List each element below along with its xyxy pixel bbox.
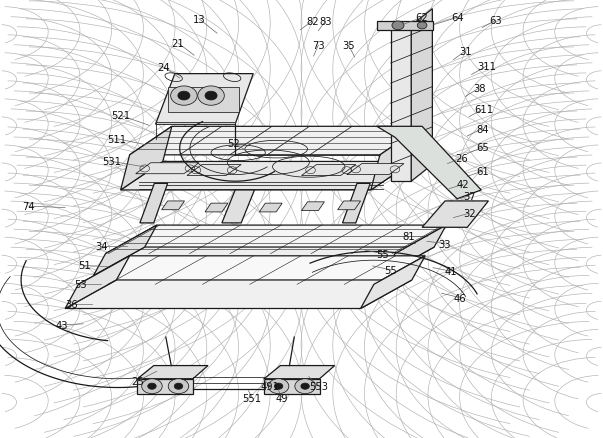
Text: 62: 62 [415,14,429,23]
Circle shape [417,23,427,30]
Text: 24: 24 [158,63,170,73]
Text: 63: 63 [490,16,502,26]
Polygon shape [93,226,157,276]
Text: 81: 81 [403,232,415,241]
Text: 21: 21 [171,39,185,49]
Text: 84: 84 [476,124,488,134]
Text: 553: 553 [309,381,328,391]
Text: 61: 61 [476,167,489,177]
Text: 38: 38 [473,84,485,93]
Polygon shape [302,165,356,176]
Polygon shape [347,164,404,175]
Circle shape [174,383,183,389]
Text: 51: 51 [78,261,91,271]
Text: 49: 49 [276,393,288,403]
Polygon shape [205,204,228,212]
Circle shape [268,379,289,394]
Text: 55: 55 [384,265,397,275]
Polygon shape [78,256,425,285]
Polygon shape [137,366,208,379]
Polygon shape [130,127,422,155]
Text: 43: 43 [56,320,68,330]
Text: 35: 35 [343,41,355,51]
Polygon shape [137,379,193,394]
Polygon shape [93,247,434,276]
Polygon shape [411,10,432,182]
Text: 36: 36 [65,300,77,309]
Polygon shape [106,226,446,254]
Polygon shape [259,204,282,212]
Text: 521: 521 [111,111,130,121]
Polygon shape [162,201,185,210]
Circle shape [142,379,162,394]
Text: 531: 531 [103,157,122,167]
Text: 25: 25 [131,376,144,386]
Polygon shape [136,163,199,174]
Text: 491: 491 [260,381,280,391]
Circle shape [295,379,315,394]
Text: 83: 83 [320,17,332,27]
Polygon shape [140,184,168,223]
Circle shape [171,87,197,106]
Polygon shape [222,191,254,223]
Polygon shape [391,26,411,182]
Circle shape [168,379,189,394]
Text: 311: 311 [478,62,497,71]
Text: 82: 82 [306,17,318,27]
Text: 52: 52 [227,139,241,148]
Polygon shape [343,184,370,223]
Polygon shape [383,226,446,276]
Text: 74: 74 [23,202,35,212]
Polygon shape [302,202,324,211]
Circle shape [392,22,404,31]
Polygon shape [264,379,320,394]
Text: 55: 55 [376,249,390,259]
Polygon shape [377,22,433,31]
Circle shape [301,383,309,389]
Polygon shape [65,280,412,309]
Text: 31: 31 [459,47,472,57]
Text: 34: 34 [95,241,107,251]
Text: 46: 46 [453,293,466,303]
Polygon shape [264,366,335,379]
Polygon shape [371,127,422,191]
Circle shape [148,383,156,389]
Polygon shape [156,74,253,125]
Polygon shape [156,123,235,125]
Text: 33: 33 [439,239,451,249]
Polygon shape [338,201,361,210]
Text: 551: 551 [242,393,262,403]
Text: 64: 64 [451,14,463,23]
Circle shape [274,383,283,389]
Polygon shape [121,127,172,191]
Text: 65: 65 [476,143,489,153]
Polygon shape [422,201,488,228]
Text: 511: 511 [107,134,126,144]
Text: 73: 73 [312,41,324,51]
Text: 26: 26 [455,154,468,163]
Circle shape [178,92,190,101]
Text: 42: 42 [457,180,469,190]
Text: 41: 41 [445,267,457,276]
Polygon shape [361,256,425,309]
Text: 53: 53 [75,280,87,290]
Text: 13: 13 [193,15,205,25]
Text: 37: 37 [463,191,475,201]
Text: 32: 32 [463,209,475,219]
Circle shape [198,87,224,106]
Circle shape [205,92,217,101]
Text: 611: 611 [474,105,493,114]
Polygon shape [121,162,413,191]
Polygon shape [377,127,481,199]
Polygon shape [187,165,241,176]
Bar [168,88,239,113]
Polygon shape [65,256,130,309]
